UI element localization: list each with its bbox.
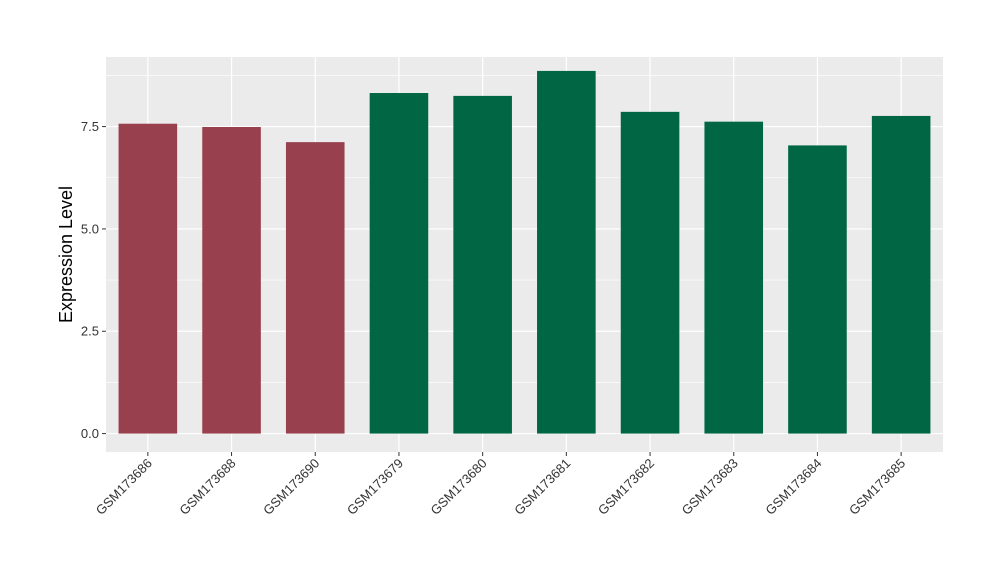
x-tick-label: GSM173681 [511, 456, 573, 518]
x-tick-label: GSM173684 [762, 456, 824, 518]
x-tick-label: GSM173685 [846, 456, 908, 518]
bar-GSM173682 [620, 111, 680, 434]
y-axis-title: Expression Level [56, 186, 76, 323]
x-tick-label: GSM173688 [176, 456, 238, 518]
bar-GSM173688 [202, 126, 261, 434]
bar-GSM173685 [871, 115, 931, 434]
y-tick-label: 0.0 [81, 426, 99, 441]
bar-GSM173681 [537, 70, 596, 434]
bar-GSM173683 [704, 121, 764, 434]
x-axis-ticks: GSM173686 GSM173688 GSM173690 GSM173679 GSM1… [93, 452, 908, 518]
bar-GSM173686 [118, 123, 178, 434]
bar-GSM173680 [453, 95, 512, 434]
y-axis-ticks: 0.0 2.5 5.0 7.5 [81, 119, 106, 441]
bar-GSM173690 [285, 142, 345, 434]
x-tick-label: GSM173679 [344, 456, 406, 518]
bar-GSM173679 [369, 93, 429, 434]
x-tick-label: GSM173680 [428, 456, 490, 518]
y-tick-label: 2.5 [81, 324, 99, 339]
bar-GSM173684 [788, 145, 847, 434]
bars [118, 70, 931, 434]
y-tick-label: 5.0 [81, 221, 99, 236]
x-tick-label: GSM173683 [679, 456, 741, 518]
y-tick-label: 7.5 [81, 119, 99, 134]
x-tick-label: GSM173682 [595, 456, 657, 518]
x-tick-label: GSM173686 [93, 456, 155, 518]
x-tick-label: GSM173690 [260, 456, 322, 518]
